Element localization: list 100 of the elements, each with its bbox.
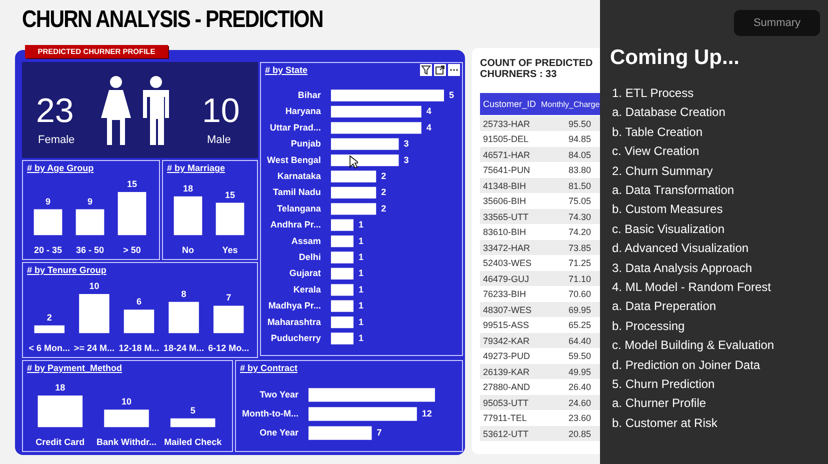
text: COUNT OF PREDICTED CHURNERS : 33 [480,58,594,80]
data-label: 1 [358,236,364,246]
bar [330,219,354,231]
y-tick-label: Bihar [298,90,322,100]
text: c. Basic Visualization [612,222,724,236]
text: 4. ML Model - Random Forest [612,280,771,294]
text: 75.05 [567,196,592,206]
y-tick-label: Maharashtra [267,316,322,327]
data-label: 4 [426,122,432,132]
text: 33565-UTT [482,212,530,222]
text: 81.50 [567,180,592,190]
text: b. Processing [612,318,685,333]
text: 64.40 [567,336,592,346]
text: 23 [36,92,74,130]
text: 5. Churn Prediction [612,377,715,391]
text: b. Custom Measures [612,202,723,216]
text: d. Advanced Visualization [612,241,749,256]
text: 74.20 [567,227,592,237]
text: 70.60 [567,289,592,299]
data-label: 18 [182,183,194,194]
text: 27880-AND [482,382,532,392]
text: 94.85 [567,134,592,144]
bar [330,300,354,312]
x-tick-label: Bank Withdr... [96,437,156,448]
chart-title: # by Payment_Method [27,363,122,373]
text: 25733-HAR [482,118,532,128]
data-label: 5 [190,405,196,416]
text: 49273-PUD [482,351,532,361]
text: 46479-GUJ [482,274,530,284]
text: 71.10 [567,274,592,284]
bar [330,203,376,215]
text: 71.25 [567,258,592,268]
text: 48307-WES [482,304,533,314]
text: 3. Data Analysis Approach [612,260,752,275]
text: Female [38,134,75,146]
bar [330,186,376,199]
y-tick-label: Uttar Prad... [270,122,321,132]
chart-title: # by Tenure Group [27,265,106,275]
data-label: 2 [381,187,386,198]
data-label: 15 [224,190,236,200]
text: CHURN ANALYSIS - PREDICTION [22,6,323,34]
data-label: 3 [404,154,409,165]
text: 76233-BIH [482,289,528,299]
data-label: 1 [358,316,364,327]
text: 91505-DEL [482,134,530,144]
text: 35606-BIH [482,196,528,206]
y-tick-label: Gujarat [289,268,321,278]
x-tick-label: Credit Card [36,437,85,448]
x-tick-label: Mailed Check [164,437,223,448]
text: 52403-WES [482,258,533,268]
data-label: 1 [358,300,364,311]
bar [330,138,399,150]
data-label: 9 [45,196,51,206]
text: Male [207,134,231,146]
data-label: 5 [449,90,454,100]
data-label: 1 [358,268,364,278]
text: 1. ETL Process [612,86,694,100]
text: 75641-PUN [482,165,532,175]
text: 49.95 [567,366,592,376]
text: 73.85 [567,242,592,252]
bar [168,302,199,334]
text: 99515-ASS [482,320,530,330]
y-tick-label: Andhra Pr... [270,220,321,230]
chart-title: # by State [265,65,308,75]
data-label: 2 [46,312,52,322]
bar [213,306,244,334]
text: d. Prediction on Joiner Data [612,358,760,372]
bar [330,284,354,296]
data-label: 10 [89,280,100,291]
y-tick-label: Delhi [298,252,321,262]
bar [330,332,354,344]
x-tick-label: 12-18 M... [118,343,160,354]
text: 95053-UTT [482,398,530,408]
y-tick-label: West Bengal [266,154,321,165]
bar [79,294,110,334]
text: 41348-BIH [482,180,528,190]
text: Coming Up... [610,46,740,70]
text: 20.85 [567,428,592,438]
bar [330,106,422,118]
data-label: 2 [381,203,386,214]
x-tick-label: No [182,245,194,256]
text: c. View Creation [612,144,700,158]
bar [34,325,65,334]
text: Summary [734,10,820,36]
bar [330,235,354,248]
x-tick-label: < 6 Mon... [28,343,70,354]
data-label: 6 [136,296,142,307]
data-label: 4 [426,106,432,116]
y-tick-label: Telangana [276,203,322,214]
text: 26139-KAR [482,366,531,376]
text: Customer_ID [482,99,538,109]
y-tick-label: Tamil Nadu [273,187,321,198]
y-tick-label: Assam [291,236,321,246]
bar [330,316,354,328]
text: 59.50 [567,351,592,361]
chart-title: # by Marriage [167,163,226,173]
text: a. Churner Profile [612,396,706,410]
text: 65.25 [567,320,592,330]
bar [330,122,422,134]
text: c. Model Building & Evaluation [612,338,774,352]
